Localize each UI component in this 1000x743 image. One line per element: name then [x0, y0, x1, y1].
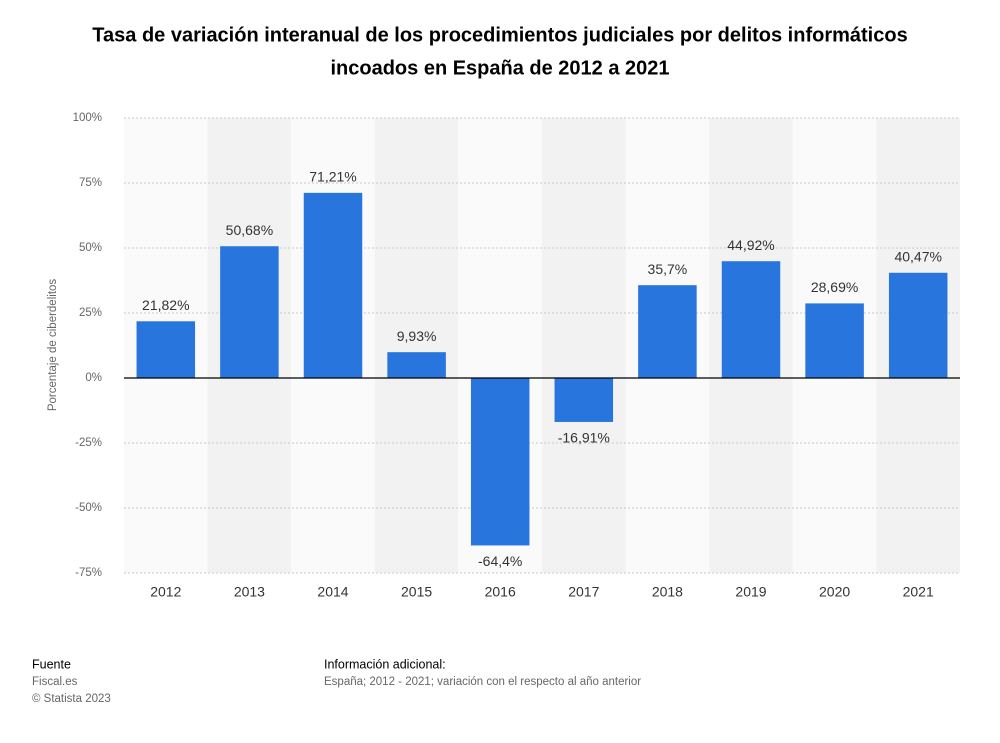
copyright: © Statista 2023 — [32, 693, 111, 705]
y-tick-label: 100% — [73, 112, 102, 124]
y-tick-label: 75% — [79, 177, 102, 189]
bar — [554, 378, 614, 422]
bar — [136, 321, 196, 378]
x-tick-label: 2016 — [485, 584, 516, 600]
value-label: -16,91% — [558, 430, 610, 446]
plot-band — [542, 118, 626, 573]
x-tick-label: 2015 — [401, 584, 432, 600]
value-label: 50,68% — [226, 222, 273, 238]
bar — [470, 378, 530, 546]
plot-band — [374, 118, 459, 573]
bar — [303, 192, 363, 378]
value-label: 28,69% — [811, 279, 858, 295]
value-label: 9,93% — [397, 328, 437, 344]
value-label: 21,82% — [142, 297, 189, 313]
bar — [638, 285, 697, 378]
y-tick-label: 50% — [79, 242, 102, 254]
y-tick-label: -50% — [75, 502, 102, 514]
y-axis-label: Porcentaje de ciberdelitos — [47, 279, 59, 412]
x-tick-label: 2020 — [819, 584, 850, 600]
source: Fiscal.es — [32, 676, 78, 688]
value-label: 44,92% — [727, 237, 774, 253]
x-tick-label: 2014 — [317, 584, 348, 600]
value-label: 35,7% — [648, 261, 688, 277]
y-tick-label: 0% — [85, 372, 102, 384]
value-label: 71,21% — [309, 169, 356, 185]
bar — [721, 261, 781, 378]
source-heading: Fuente — [32, 657, 71, 671]
bar — [387, 352, 446, 378]
bar — [220, 246, 279, 378]
x-tick-label: 2019 — [735, 584, 766, 600]
value-label: -64,4% — [478, 553, 522, 569]
y-tick-label: 25% — [79, 307, 102, 319]
info: España; 2012 - 2021; variación con el re… — [324, 676, 641, 688]
x-tick-label: 2013 — [234, 584, 265, 600]
bar — [888, 272, 948, 378]
x-tick-label: 2021 — [903, 584, 934, 600]
bar — [805, 303, 864, 378]
x-tick-label: 2012 — [150, 584, 181, 600]
info-heading: Información adicional: — [324, 657, 446, 671]
y-tick-label: -75% — [75, 567, 102, 579]
x-tick-label: 2017 — [568, 584, 599, 600]
value-label: 40,47% — [894, 248, 941, 264]
chart-title: incoados en España de 2012 a 2021 — [330, 57, 669, 79]
y-tick-label: -25% — [75, 437, 102, 449]
chart-title: Tasa de variación interanual de los proc… — [92, 24, 907, 46]
x-tick-label: 2018 — [652, 584, 683, 600]
